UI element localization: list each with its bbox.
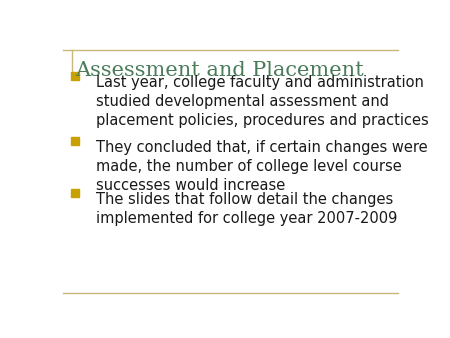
Text: Last year, college faculty and administration
studied developmental assessment a: Last year, college faculty and administr… bbox=[96, 75, 429, 128]
Text: Assessment and Placement: Assessment and Placement bbox=[76, 62, 364, 80]
Text: The slides that follow detail the changes
implemented for college year 2007-2009: The slides that follow detail the change… bbox=[96, 192, 398, 226]
Text: They concluded that, if certain changes were
made, the number of college level c: They concluded that, if certain changes … bbox=[96, 140, 428, 193]
